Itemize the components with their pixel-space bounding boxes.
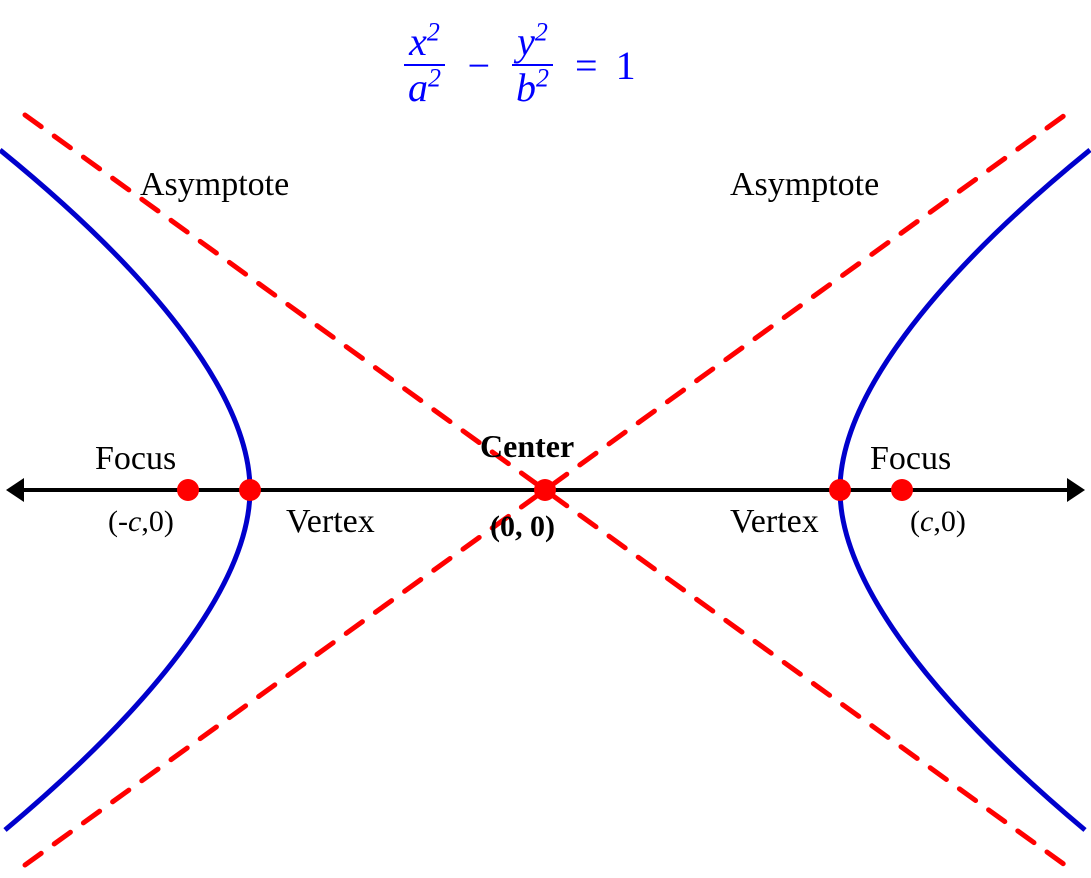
eq-y: y [517, 19, 535, 64]
equation: x2 a2 − y2 b2 = 1 [400, 22, 636, 108]
vertex-left-label: Vertex [286, 503, 375, 541]
axis-arrow-right [1067, 478, 1085, 502]
center-label: Center [480, 428, 574, 465]
focus-left-label: Focus [95, 440, 176, 478]
eq-rhs: 1 [616, 42, 636, 89]
focus-right-label: Focus [870, 440, 951, 478]
focus-right-point [891, 479, 913, 501]
hyperbola-diagram: { "canvas": { "width": 1091, "height": 8… [0, 0, 1091, 878]
eq-b: b [516, 65, 536, 110]
vertex-right-label: Vertex [730, 503, 819, 541]
asymptote-right-label: Asymptote [730, 166, 879, 204]
eq-x: x [409, 19, 427, 64]
focus-right-coord: (c,0) [910, 505, 966, 539]
vertex-right-point [829, 479, 851, 501]
center-coord-label: (0, 0) [490, 510, 555, 544]
vertex-left-point [239, 479, 261, 501]
focus-left-point [177, 479, 199, 501]
eq-a: a [408, 65, 428, 110]
asymptote-left-label: Asymptote [140, 166, 289, 204]
axis-arrow-left [6, 478, 24, 502]
focus-left-coord: (-c,0) [108, 505, 174, 539]
center-point [534, 479, 556, 501]
